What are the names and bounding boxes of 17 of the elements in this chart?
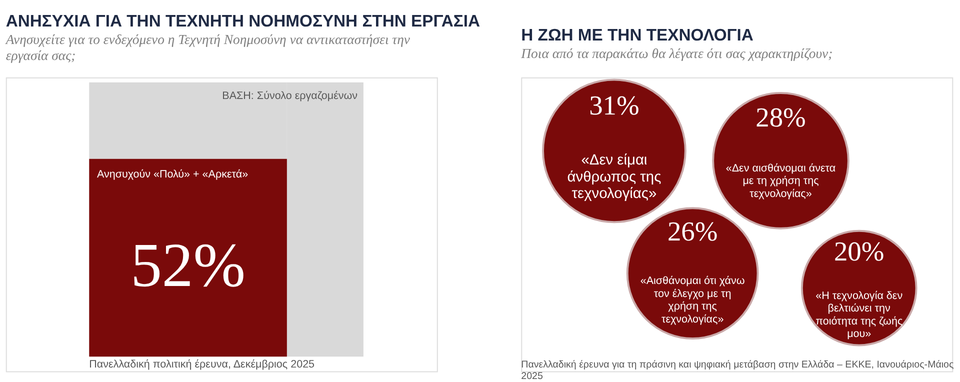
- text: ΒΑΣΗ: Σύνολο εργαζομένων: [222, 90, 358, 102]
- category-label: «Αισθάνομαι ότι χάνω τον έλεγχο με τη χρήση της τεχνολογίας»: [640, 275, 745, 326]
- text: Πανελλαδική πολιτική έρευνα, Δεκέμβριος 2025: [89, 358, 315, 370]
- category-label: «Δεν αισθάνομαι άνετα με τη χρήση της τεχνολογίας»: [726, 162, 836, 200]
- text: Πανελλαδική έρευνα για τη πράσινη και ψηφιακή μετάβαση στην Ελλάδα – ΕΚΚΕ, Ιανουάριος-Μάιος 2025: [521, 359, 954, 382]
- data-label: 20%: [834, 236, 884, 266]
- data-label: 52%: [130, 230, 246, 300]
- text: Ανησυχείτε για το ενδεχόμενο η Τεχνητή Νοημοσύνη να αντικαταστήσει την εργασία σας;: [4, 32, 411, 63]
- text: Ποια από τα παρακάτω θα λέγατε ότι σας χαρακτηρίζουν;: [520, 46, 833, 62]
- text: Η ΖΩΗ ΜΕ ΤΗΝ ΤΕΧΝΟΛΟΓΙΑ: [521, 26, 754, 45]
- data-label: 28%: [756, 102, 806, 133]
- category-label: «Η τεχνολογία δεν βελτιώνει την ποιότητα της ζωής μου»: [816, 290, 903, 340]
- data-label: 26%: [667, 216, 718, 247]
- category-label: Ανησυχούν «Πολύ» + «Αρκετά»: [96, 168, 248, 180]
- text: ΑΝΗΣΥΧΙΑ ΓΙΑ ΤΗΝ ΤΕΧΝΗΤΗ ΝΟΗΜΟΣΥΝΗ ΣΤΗΝ ΕΡΓΑΣΙΑ: [6, 11, 480, 30]
- data-label: 31%: [589, 90, 640, 121]
- category-label: «Δεν είμαι άνθρωπος της τεχνολογίας»: [567, 152, 662, 202]
